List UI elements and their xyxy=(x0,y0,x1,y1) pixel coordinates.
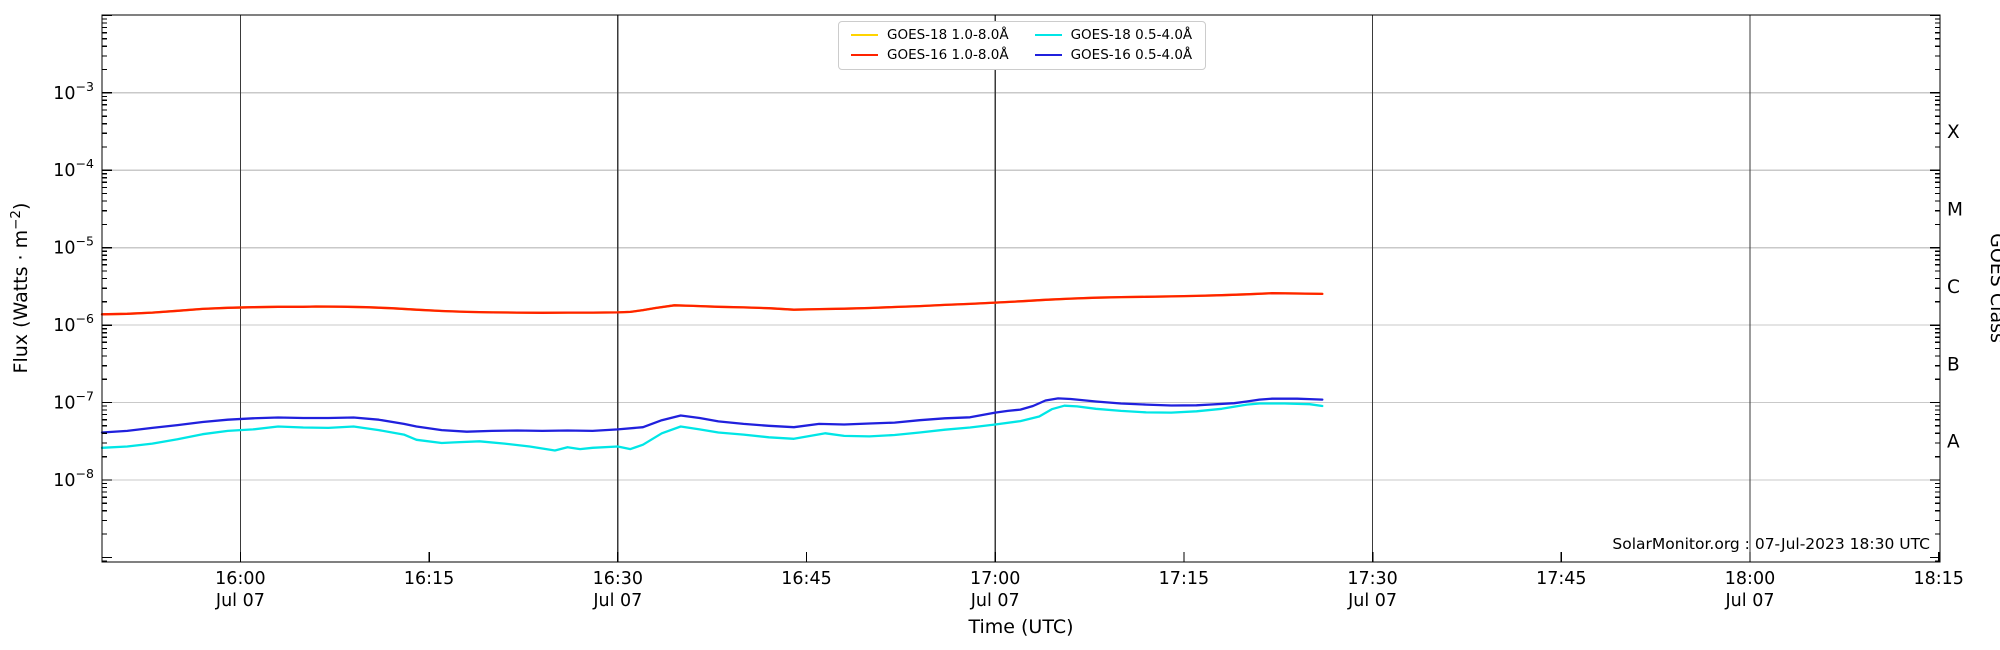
legend-line-swatch xyxy=(1034,34,1062,37)
y-tick-label: 10−3 xyxy=(53,79,94,104)
x-tick-label: 17:00 xyxy=(970,569,1020,589)
goes-class-letter: X xyxy=(1947,122,1960,143)
x-tick-sublabel: Jul 07 xyxy=(592,591,642,611)
goes-class-letter: C xyxy=(1947,277,1960,298)
y-tick-label: 10−7 xyxy=(53,389,94,414)
y-tick-label: 10−8 xyxy=(53,466,94,491)
legend-item: GOES-16 0.5-4.0Å xyxy=(1034,46,1193,63)
x-tick-label: 16:15 xyxy=(404,569,454,589)
legend-label: GOES-16 0.5-4.0Å xyxy=(1070,46,1193,63)
series-line-goes-18-0-5-4-0- xyxy=(100,402,1324,452)
x-tick-label: 17:45 xyxy=(1536,569,1586,589)
x-tick-label: 17:15 xyxy=(1159,569,1209,589)
y-tick-label: 10−4 xyxy=(53,156,94,181)
legend-line-swatch xyxy=(1034,54,1062,57)
legend-label: GOES-18 0.5-4.0Å xyxy=(1070,27,1193,43)
x-tick-label: 16:45 xyxy=(781,569,831,589)
x-tick-label: 17:30 xyxy=(1347,569,1397,589)
x-tick-label: 16:00 xyxy=(215,569,265,589)
legend-label: GOES-18 1.0-8.0Å xyxy=(887,27,1009,43)
x-tick-sublabel: Jul 07 xyxy=(215,591,265,611)
legend-item: GOES-18 0.5-4.0Å xyxy=(1034,27,1193,43)
legend-item: GOES-18 1.0-8.0Å xyxy=(851,28,1009,43)
legend-item: GOES-16 1.0-8.0Å xyxy=(851,46,1009,63)
y-axis-title: Flux (Watts · m−2) xyxy=(8,203,32,374)
x-tick-sublabel: Jul 07 xyxy=(970,591,1020,611)
watermark-text: SolarMonitor.org : 07-Jul-2023 18:30 UTC xyxy=(1612,535,1930,553)
x-tick-label: 16:30 xyxy=(593,569,643,589)
goes-class-letter: B xyxy=(1947,354,1960,375)
x-tick-sublabel: Jul 07 xyxy=(1725,591,1775,611)
x-tick-label: 18:00 xyxy=(1725,569,1775,589)
goes-class-letter: M xyxy=(1947,199,1963,220)
y-tick-label: 10−6 xyxy=(53,311,94,336)
series-line-goes-16-1-0-8-0- xyxy=(100,292,1324,316)
x-tick-label: 18:15 xyxy=(1913,569,1963,589)
legend-label: GOES-16 1.0-8.0Å xyxy=(887,46,1009,63)
x-axis-title: Time (UTC) xyxy=(967,616,1073,638)
legend-line-swatch xyxy=(851,54,878,57)
right-axis-title: GOES Class xyxy=(1986,233,2000,343)
y-tick-label: 10−5 xyxy=(53,234,94,259)
goes-class-letter: A xyxy=(1947,432,1960,453)
series-line-goes-16-0-5-4-0- xyxy=(100,397,1324,434)
legend-line-swatch xyxy=(851,34,878,37)
x-tick-sublabel: Jul 07 xyxy=(1347,591,1397,611)
chart-legend: GOES-18 1.0-8.0Å GOES-18 0.5-4.0Å GOES-16 … xyxy=(838,21,1206,70)
